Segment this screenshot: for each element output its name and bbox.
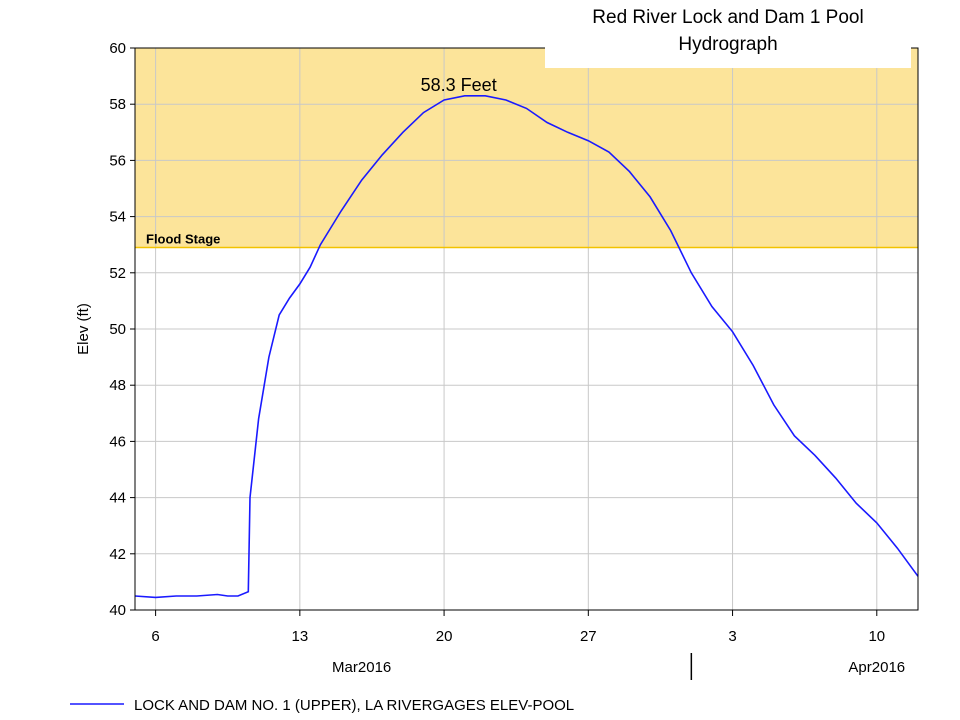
x-tick-label: 6 [151,628,159,645]
y-tick-label: 60 [109,40,126,57]
chart-title-line-1: Red River Lock and Dam 1 Pool [592,7,864,28]
y-tick-label: 50 [109,321,126,338]
x-tick-label: 10 [868,628,885,645]
x-tick-label: 13 [291,628,308,645]
y-tick-label: 48 [109,377,126,394]
x-axis-ticks: 6 13 20 27 3 10 [151,610,885,645]
month-label: Mar2016 [332,659,391,676]
chart-title: Red River Lock and Dam 1 Pool Hydrograph [545,4,911,68]
y-tick-label: 58 [109,96,126,113]
y-tick-label: 56 [109,152,126,169]
flood-stage-label: Flood Stage [146,232,220,247]
month-labels: Mar2016 Apr2016 [332,659,905,676]
series-line [134,95,919,599]
y-tick-label: 54 [109,209,126,226]
x-tick-label: 27 [580,628,597,645]
y-axis-ticks: 40 42 44 46 48 50 52 54 56 58 60 [109,40,135,619]
y-tick-label: 46 [109,433,126,450]
legend: LOCK AND DAM NO. 1 (UPPER), LA RIVERGAGE… [70,697,574,714]
y-tick-label: 52 [109,265,126,282]
gridlines [135,47,918,611]
month-label: Apr2016 [848,659,905,676]
y-tick-label: 42 [109,546,126,563]
chart-title-line-2: Hydrograph [678,34,778,55]
x-tick-label: 20 [436,628,453,645]
y-axis-title: Elev (ft) [75,303,92,355]
y-tick-label: 44 [109,490,126,507]
x-tick-label: 3 [728,628,736,645]
peak-annotation: 58.3 Feet [421,75,497,95]
y-tick-label: 40 [109,602,126,619]
flood-stage-zone [135,48,918,248]
legend-label: LOCK AND DAM NO. 1 (UPPER), LA RIVERGAGE… [134,697,574,714]
